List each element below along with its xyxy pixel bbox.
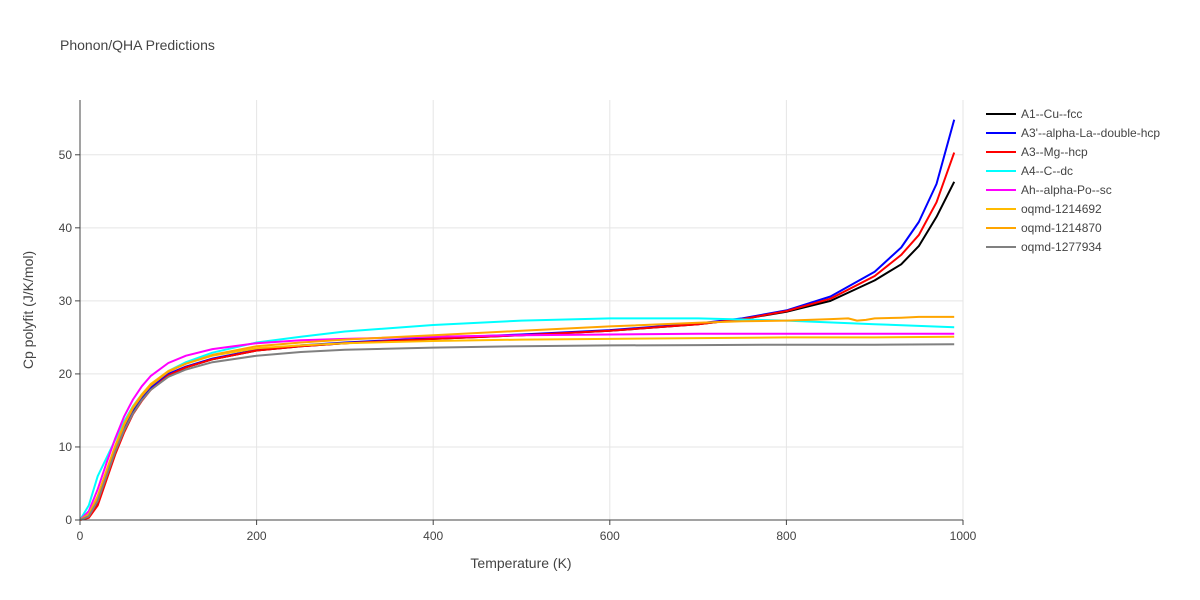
legend-label: A1--Cu--fcc — [1021, 107, 1082, 121]
y-axis-title: Cp polyfit (J/K/mol) — [20, 251, 36, 369]
x-tick-label: 200 — [247, 529, 267, 543]
y-axis-ticks: 0 10 20 30 40 50 — [59, 148, 80, 527]
x-tick-label: 1000 — [950, 529, 977, 543]
grid — [80, 100, 964, 520]
x-tick-label: 400 — [423, 529, 443, 543]
legend-label: A3'--alpha-La--double-hcp — [1021, 126, 1160, 140]
series-line-a1-cu-fcc[interactable] — [79, 181, 956, 521]
x-tick-label: 600 — [600, 529, 620, 543]
y-tick-label: 40 — [59, 221, 73, 235]
legend-item-a3-mg-hcp[interactable]: A3--Mg--hcp — [986, 145, 1088, 159]
legend-item-a1-cu-fcc[interactable]: A1--Cu--fcc — [986, 107, 1082, 121]
x-tick-label: 0 — [77, 529, 84, 543]
y-tick-label: 50 — [59, 148, 73, 162]
legend-label: oqmd-1214870 — [1021, 221, 1102, 235]
legend-item-oqmd-1214870[interactable]: oqmd-1214870 — [986, 221, 1102, 235]
x-tick-label: 800 — [776, 529, 796, 543]
y-tick-label: 10 — [59, 440, 73, 454]
legend-item-oqmd-1277934[interactable]: oqmd-1277934 — [986, 240, 1102, 254]
series-line-oqmd-1277934[interactable] — [79, 343, 955, 521]
series-lines — [79, 119, 956, 521]
x-axis-ticks: 0 200 400 600 800 1000 — [77, 520, 977, 543]
legend-label: oqmd-1277934 — [1021, 240, 1102, 254]
legend-label: A3--Mg--hcp — [1021, 145, 1088, 159]
series-line-ah-alpha-po-sc[interactable] — [79, 332, 955, 521]
legend-item-a4-c-dc[interactable]: A4--C--dc — [986, 164, 1073, 178]
y-tick-label: 30 — [59, 294, 73, 308]
y-tick-label: 20 — [59, 367, 73, 381]
x-axis-title: Temperature (K) — [470, 555, 571, 571]
legend-label: Ah--alpha-Po--sc — [1021, 183, 1112, 197]
chart-title: Phonon/QHA Predictions — [60, 37, 215, 53]
series-line-a3-mg-hcp[interactable] — [79, 152, 956, 521]
legend-item-ah-alpha-po-sc[interactable]: Ah--alpha-Po--sc — [986, 183, 1112, 197]
legend-item-oqmd-1214692[interactable]: oqmd-1214692 — [986, 202, 1102, 216]
series-line-oqmd-1214692[interactable] — [79, 335, 955, 521]
legend-label: A4--C--dc — [1021, 164, 1073, 178]
legend[interactable]: A1--Cu--fcc A3'--alpha-La--double-hcp A3--… — [986, 107, 1160, 254]
series-line-oqmd-1214870[interactable] — [79, 315, 955, 521]
y-tick-label: 0 — [65, 513, 72, 527]
legend-label: oqmd-1214692 — [1021, 202, 1102, 216]
legend-item-a3-alpha-la-double-hcp[interactable]: A3'--alpha-La--double-hcp — [986, 126, 1160, 140]
